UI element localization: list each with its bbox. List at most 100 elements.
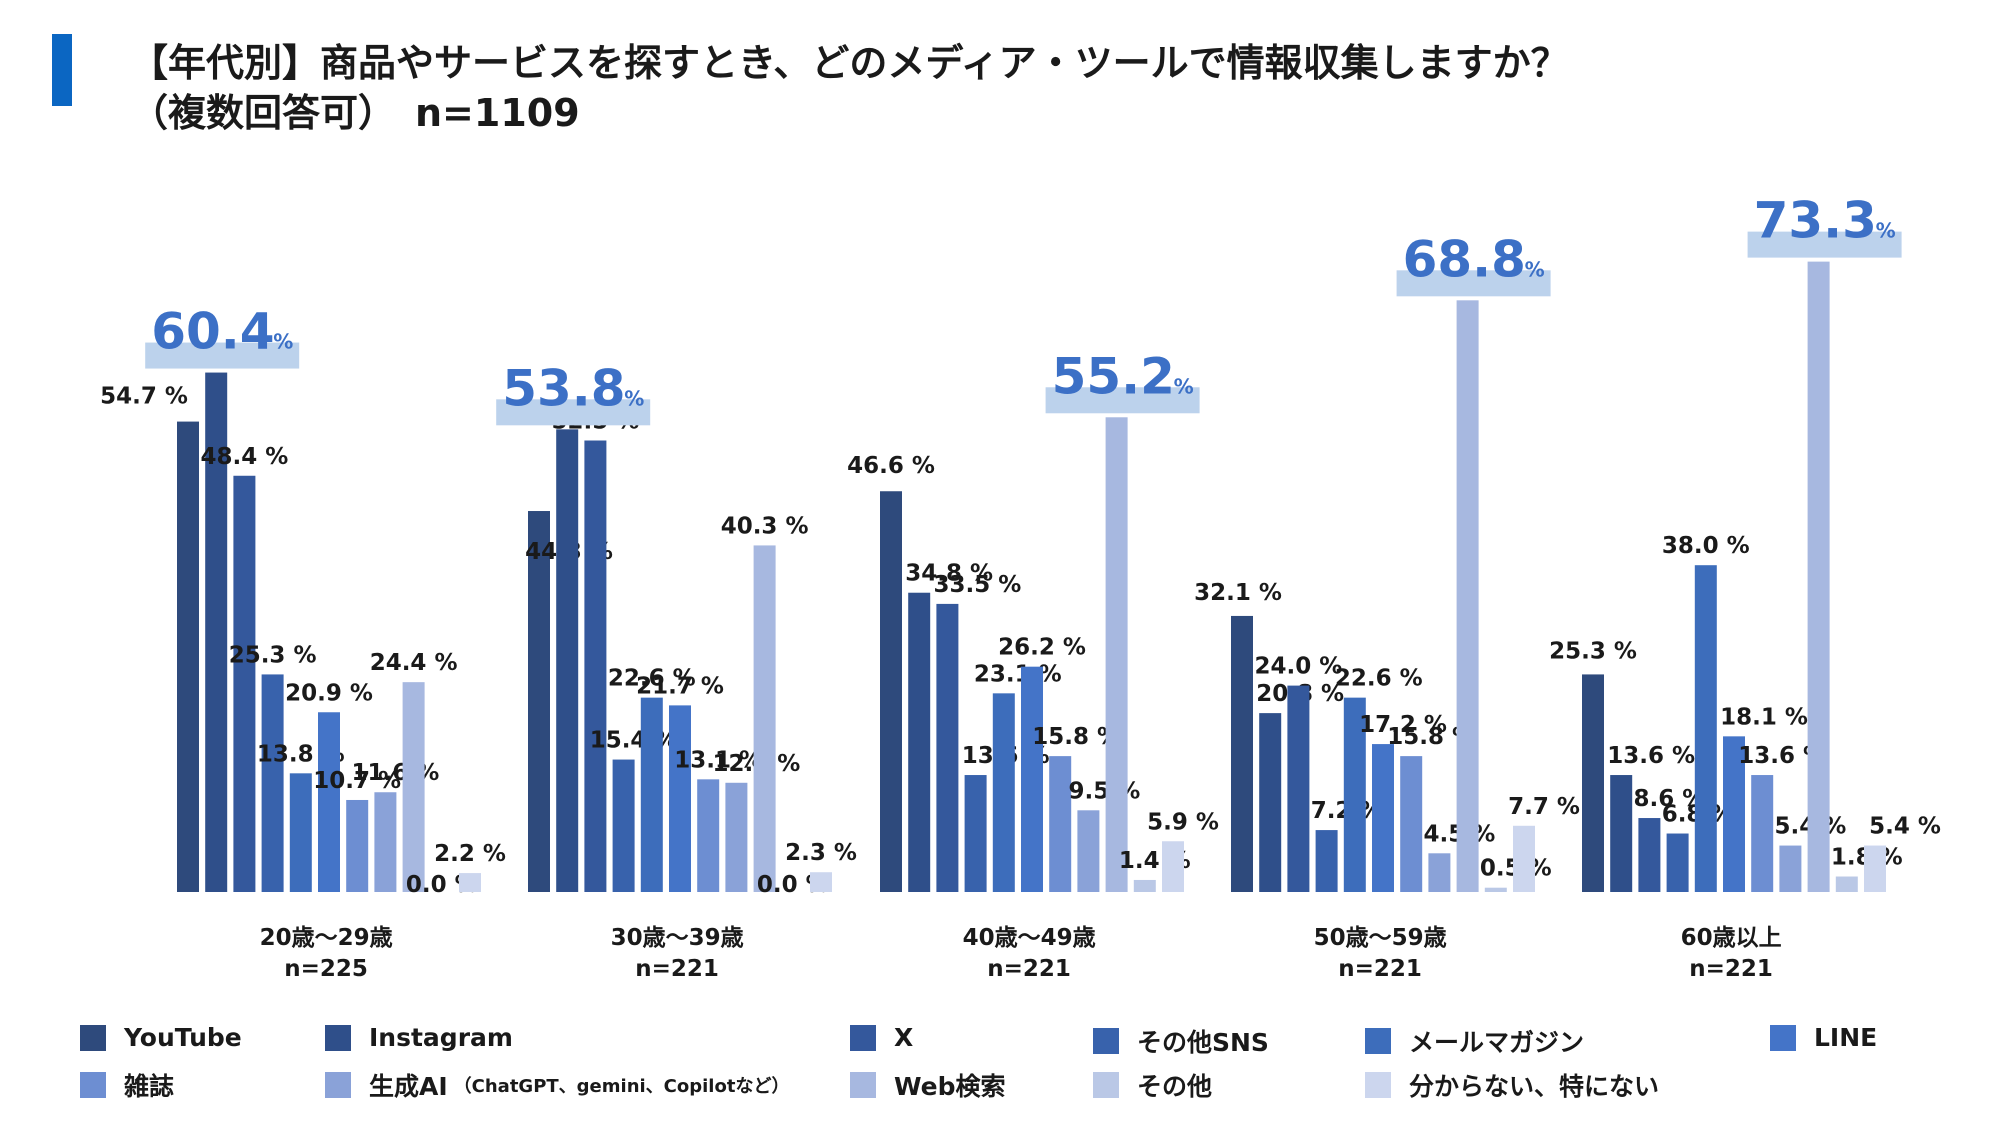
category-n-4: n=221 xyxy=(1689,956,1773,982)
title-accent-bar xyxy=(52,34,72,106)
data-label-4-4: 38.0 % xyxy=(1662,533,1750,559)
bar-3-6 xyxy=(1400,756,1423,892)
bar-chart: 54.7 %48.4 %25.3 %13.8 %20.9 %10.7 %11.6… xyxy=(100,192,1941,982)
callout-unit-4: % xyxy=(1876,219,1896,243)
legend-swatch-5 xyxy=(1770,1024,1796,1051)
bar-3-5 xyxy=(1372,744,1394,892)
legend-swatch-3 xyxy=(1093,1028,1119,1054)
data-label-0-7: 11.6 % xyxy=(351,760,439,786)
legend-item-1: Instagram xyxy=(325,1023,513,1052)
bar-4-7 xyxy=(1779,845,1802,892)
legend-swatch-2 xyxy=(850,1024,876,1051)
legend-item-6: 雑誌 xyxy=(80,1067,174,1103)
callout-value-1: 53.8 xyxy=(502,359,625,417)
bar-1-8 xyxy=(753,545,776,892)
bar-0-5 xyxy=(318,712,340,892)
bar-2-6 xyxy=(1049,756,1072,892)
legend-swatch-7 xyxy=(325,1072,351,1098)
category-label-1: 30歳～39歳 xyxy=(611,925,744,951)
legend-swatch-10 xyxy=(1365,1072,1391,1098)
bar-4-9 xyxy=(1835,876,1858,892)
bar-1-5 xyxy=(669,705,691,892)
callout-band-0 xyxy=(145,342,300,369)
bar-0-2 xyxy=(233,475,256,892)
callout-band-1 xyxy=(496,399,651,426)
category-label-2: 40歳～49歳 xyxy=(963,925,1096,951)
bar-1-7 xyxy=(725,782,748,892)
bar-0-10 xyxy=(459,873,481,892)
category-n-2: n=221 xyxy=(987,956,1071,982)
legend-label-1: Instagram xyxy=(369,1023,513,1052)
data-label-3-10: 7.7 % xyxy=(1508,794,1580,820)
bar-2-3 xyxy=(964,775,987,892)
category-label-3: 50歳～59歳 xyxy=(1314,925,1447,951)
callout-unit-1: % xyxy=(624,386,644,410)
callout-value-2: 55.2 xyxy=(1052,347,1175,405)
legend-swatch-9 xyxy=(1093,1072,1119,1098)
bar-2-0 xyxy=(880,491,902,892)
callout-band-3 xyxy=(1396,270,1551,297)
bar-2-8 xyxy=(1105,417,1128,892)
callout-value-4: 73.3 xyxy=(1754,192,1877,250)
legend-label-10: 分からない、特にない xyxy=(1409,1072,1660,1101)
bar-2-10 xyxy=(1162,841,1184,892)
legend-item-3: その他SNS xyxy=(1093,1023,1269,1059)
bar-3-9 xyxy=(1484,887,1507,892)
data-label-0-5: 20.9 % xyxy=(285,680,373,706)
bar-0-1 xyxy=(205,372,228,892)
bar-3-2 xyxy=(1287,685,1310,892)
bar-4-8 xyxy=(1807,261,1830,892)
data-label-2-1: 34.8 % xyxy=(905,561,993,587)
legend-label-5: LINE xyxy=(1814,1023,1878,1052)
data-label-2-0: 46.6 % xyxy=(847,453,935,479)
legend: YouTube Instagram X その他SNS メールマガジン LINE 雑誌 生成AI… xyxy=(80,1023,1980,1113)
data-label-1-5: 21.7 % xyxy=(636,673,724,699)
legend-item-4: メールマガジン xyxy=(1365,1023,1584,1059)
data-label-2-6: 15.8 % xyxy=(1032,724,1120,750)
bar-1-0 xyxy=(528,511,550,892)
data-label-4-1: 13.6 % xyxy=(1607,743,1695,769)
data-label-2-7: 9.5 % xyxy=(1069,778,1141,804)
bar-2-7 xyxy=(1077,810,1100,892)
data-label-2-10: 5.9 % xyxy=(1147,809,1219,835)
legend-note-7: （ChatGPT、gemini、Copilotなど） xyxy=(453,1076,790,1097)
data-label-0-0: 54.7 % xyxy=(100,384,188,410)
data-label-3-0: 32.1 % xyxy=(1194,580,1282,606)
data-label-3-2: 24.0 % xyxy=(1254,654,1342,680)
legend-label-3: その他SNS xyxy=(1137,1028,1269,1057)
data-label-0-8: 24.4 % xyxy=(370,650,458,676)
bar-3-8 xyxy=(1456,300,1479,892)
bar-3-3 xyxy=(1315,830,1338,892)
legend-swatch-1 xyxy=(325,1024,351,1051)
data-label-2-2: 33.5 % xyxy=(933,572,1021,598)
bar-4-2 xyxy=(1638,818,1661,892)
legend-swatch-6 xyxy=(80,1072,106,1098)
legend-label-7: 生成AI xyxy=(369,1072,448,1101)
bar-4-1 xyxy=(1610,775,1633,892)
bar-3-0 xyxy=(1231,615,1253,892)
legend-item-7: 生成AI （ChatGPT、gemini、Copilotなど） xyxy=(325,1067,789,1103)
bar-1-2 xyxy=(584,440,607,892)
data-label-1-10: 2.3 % xyxy=(785,840,857,866)
bar-0-4 xyxy=(289,773,312,892)
bar-4-0 xyxy=(1582,674,1604,892)
category-n-3: n=221 xyxy=(1338,956,1422,982)
data-label-0-3: 25.3 % xyxy=(229,642,317,668)
category-label-0: 20歳～29歳 xyxy=(260,925,393,951)
bar-3-4 xyxy=(1343,697,1366,892)
category-n-1: n=221 xyxy=(635,956,719,982)
bar-3-10 xyxy=(1513,825,1535,892)
legend-item-2: X xyxy=(850,1023,913,1052)
legend-label-4: メールマガジン xyxy=(1409,1028,1585,1057)
legend-item-9: その他 xyxy=(1093,1067,1212,1103)
legend-label-9: その他 xyxy=(1137,1072,1213,1101)
callout-band-2 xyxy=(1045,387,1200,414)
callout-band-4 xyxy=(1747,231,1902,258)
data-label-2-5: 26.2 % xyxy=(998,635,1086,661)
data-label-3-4: 22.6 % xyxy=(1335,666,1423,692)
chart-title-line2: （複数回答可） n=1109 xyxy=(130,91,580,135)
legend-swatch-4 xyxy=(1365,1028,1391,1054)
chart-title: 【年代別】商品やサービスを探すとき、どのメディア・ツールで情報収集しますか？ （… xyxy=(130,38,1569,138)
legend-label-6: 雑誌 xyxy=(124,1072,175,1101)
bar-4-5 xyxy=(1723,736,1745,892)
